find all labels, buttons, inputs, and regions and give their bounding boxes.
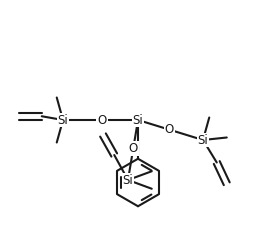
- Text: O: O: [129, 142, 138, 155]
- Text: O: O: [97, 114, 107, 126]
- Text: O: O: [164, 123, 174, 136]
- Text: Si: Si: [123, 174, 133, 186]
- Text: Si: Si: [133, 114, 143, 126]
- Text: Si: Si: [198, 134, 208, 146]
- Text: Si: Si: [58, 114, 68, 126]
